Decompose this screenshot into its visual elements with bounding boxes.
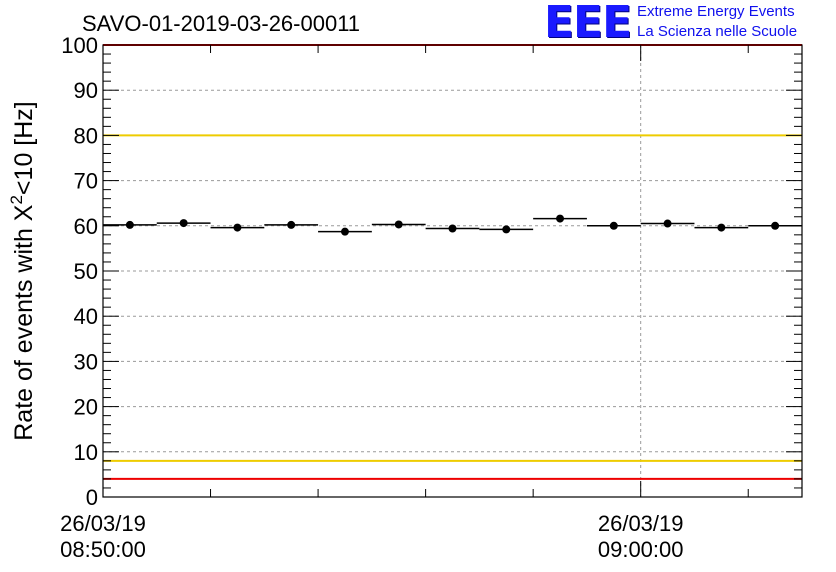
axis-labels: 010203040506070809010026/03/1908:50:0026… (7, 33, 684, 562)
y-tick-label: 30 (74, 349, 98, 374)
y-tick-label: 80 (74, 123, 98, 148)
reference-lines (103, 44, 802, 480)
data-point (394, 220, 403, 229)
data-point (233, 223, 242, 232)
x-tick-label-time: 09:00:00 (598, 537, 684, 562)
x-tick-label-date: 26/03/19 (60, 511, 146, 536)
data-point (771, 221, 780, 230)
grid (103, 45, 802, 497)
logo-line-2: La Scienza nelle Scuole (637, 23, 798, 40)
y-tick-label: 0 (86, 485, 98, 510)
data-point (502, 225, 511, 234)
y-axis-label-base: Rate of events with X (10, 204, 38, 441)
logo-line-1: Extreme Energy Events (637, 3, 795, 20)
y-tick-label: 60 (74, 214, 98, 239)
y-tick-label: 100 (61, 33, 98, 58)
x-tick-label-time: 08:50:00 (60, 537, 146, 562)
axes (102, 44, 803, 498)
eee-logo: EEE Extreme Energy Events La Scienza nel… (540, 0, 836, 48)
y-tick-label: 40 (74, 304, 98, 329)
y-axis-label-superscript: 2 (7, 195, 26, 204)
data-point (556, 214, 565, 223)
data-point (663, 219, 672, 228)
x-tick-label-date: 26/03/19 (598, 511, 684, 536)
y-tick-label: 10 (74, 440, 98, 465)
y-tick-label: 70 (74, 169, 98, 194)
y-tick-label: 20 (74, 395, 98, 420)
y-axis-label: Rate of events with X2<10 [Hz] (7, 101, 38, 441)
data-point (287, 220, 296, 229)
data-point (448, 224, 457, 233)
data-point (179, 219, 188, 228)
data-point (609, 221, 618, 230)
data-point (125, 220, 134, 229)
data-point (717, 223, 726, 232)
chart-title: SAVO-01-2019-03-26-00011 (82, 11, 361, 36)
data-points (103, 214, 802, 236)
y-tick-label: 50 (74, 259, 98, 284)
y-tick-label: 90 (74, 78, 98, 103)
y-axis-label-tail: <10 [Hz] (10, 101, 38, 195)
eee-logo-mark: EEE (544, 0, 632, 48)
data-point (340, 227, 349, 236)
